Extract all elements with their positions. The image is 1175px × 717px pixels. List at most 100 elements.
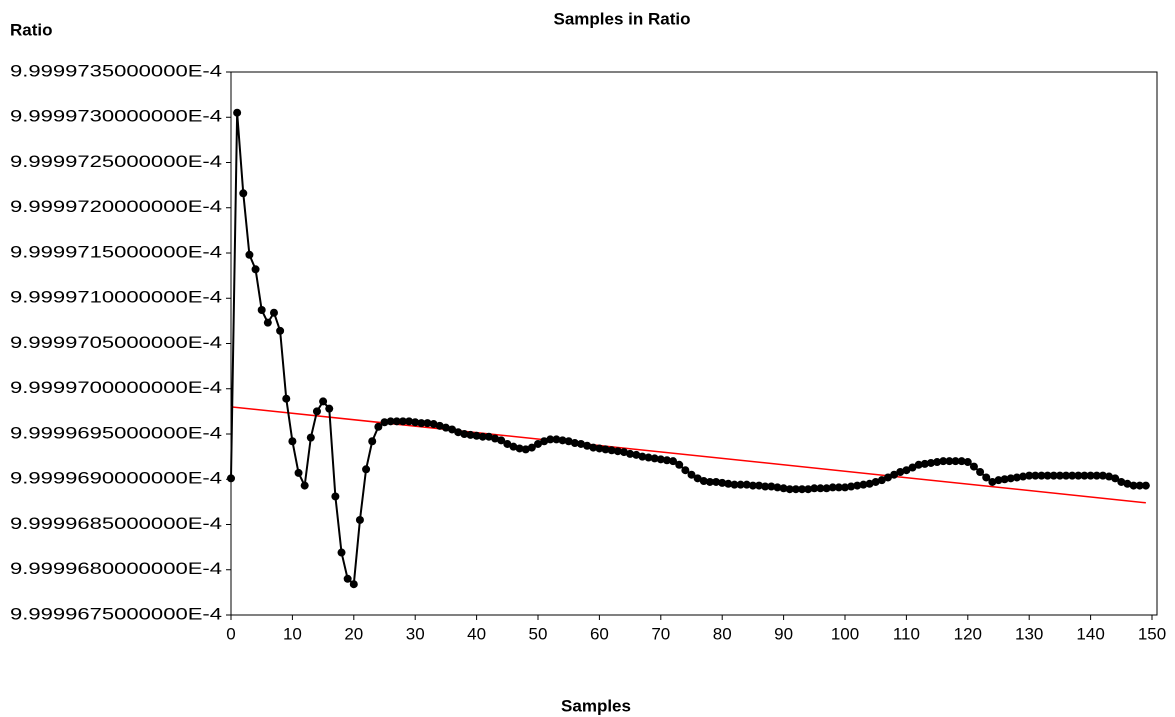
- data-point: [994, 476, 1003, 485]
- data-point: [435, 421, 444, 430]
- data-point: [896, 468, 905, 477]
- x-tick-label: 110: [893, 624, 920, 643]
- data-point: [669, 457, 678, 466]
- data-point: [540, 437, 549, 446]
- x-tick-label: 70: [651, 624, 670, 643]
- data-point: [908, 463, 917, 472]
- data-point: [282, 394, 291, 403]
- data-point: [1012, 473, 1021, 482]
- data-point: [227, 474, 235, 483]
- data-point: [601, 445, 610, 454]
- data-point: [325, 404, 334, 413]
- y-tick-label: 9.9999720000000E-4: [10, 197, 222, 216]
- data-point: [534, 439, 542, 448]
- data-point: [847, 482, 856, 491]
- data-point: [276, 326, 285, 335]
- data-point: [362, 465, 371, 474]
- data-point: [380, 418, 389, 427]
- data-point: [945, 457, 954, 466]
- data-point: [933, 458, 942, 467]
- data-point: [1141, 481, 1150, 490]
- data-point: [853, 481, 862, 490]
- data-point: [263, 318, 272, 327]
- x-axis-label: Samples: [561, 696, 631, 715]
- data-point: [1019, 472, 1028, 481]
- data-point: [982, 473, 991, 482]
- data-point: [558, 436, 567, 445]
- data-point: [288, 437, 297, 446]
- y-tick-label: 9.9999690000000E-4: [10, 469, 222, 488]
- data-point: [619, 448, 628, 457]
- data-point: [822, 484, 831, 493]
- data-point: [570, 439, 579, 448]
- data-point: [988, 477, 997, 486]
- data-point: [472, 431, 481, 440]
- data-point: [798, 485, 807, 494]
- x-tick-label: 100: [831, 624, 859, 643]
- data-line: [230, 112, 1146, 587]
- data-point: [1092, 471, 1101, 480]
- y-tick-label: 9.9999685000000E-4: [10, 514, 222, 533]
- data-point: [368, 437, 377, 446]
- data-point: [883, 473, 892, 482]
- data-point: [877, 476, 886, 485]
- x-tick-label: 130: [1015, 624, 1043, 643]
- data-point: [1117, 477, 1126, 486]
- y-tick-label: 9.9999695000000E-4: [10, 423, 222, 442]
- data-point: [613, 447, 622, 456]
- x-tick-label: 10: [283, 624, 302, 643]
- data-point: [730, 480, 739, 489]
- data-point: [423, 419, 432, 428]
- data-point: [773, 483, 782, 492]
- data-point: [1049, 471, 1058, 480]
- data-point: [405, 417, 414, 426]
- data-point: [920, 459, 929, 468]
- data-point: [589, 443, 598, 452]
- data-point: [1129, 481, 1138, 490]
- data-point: [1000, 475, 1009, 484]
- chart-title: Samples in Ratio: [554, 9, 691, 28]
- data-point: [644, 453, 653, 462]
- data-point: [1006, 474, 1015, 483]
- data-point: [632, 450, 641, 459]
- data-point: [693, 474, 702, 483]
- y-tick-label: 9.9999680000000E-4: [10, 559, 222, 578]
- data-point: [687, 470, 696, 479]
- data-point: [736, 480, 745, 489]
- data-point: [1086, 471, 1095, 480]
- data-point: [478, 432, 487, 441]
- data-point: [576, 439, 585, 448]
- data-point: [546, 435, 555, 444]
- data-point: [245, 250, 254, 259]
- data-point: [828, 483, 837, 492]
- x-tick-label: 20: [344, 624, 363, 643]
- data-point: [306, 433, 315, 442]
- data-point: [865, 479, 874, 488]
- data-point: [626, 449, 635, 458]
- data-point: [257, 306, 266, 315]
- data-point: [552, 435, 561, 444]
- data-point: [564, 437, 573, 446]
- data-point: [491, 434, 500, 443]
- data-point: [269, 308, 278, 317]
- data-point: [460, 430, 469, 438]
- data-point: [1043, 471, 1052, 480]
- data-point: [1098, 471, 1107, 480]
- data-point: [871, 477, 880, 486]
- data-point: [319, 397, 328, 406]
- data-point: [515, 444, 524, 453]
- data-point: [1074, 471, 1083, 480]
- data-point: [1080, 471, 1089, 480]
- data-point: [785, 485, 794, 494]
- y-tick-label: 9.9999700000000E-4: [10, 378, 222, 397]
- x-tick-label: 120: [954, 624, 982, 643]
- data-point: [1037, 471, 1046, 480]
- y-tick-label: 9.9999735000000E-4: [10, 61, 222, 80]
- x-tick-label: 140: [1076, 624, 1104, 643]
- y-tick-label: 9.9999725000000E-4: [10, 152, 222, 171]
- y-tick-label: 9.9999715000000E-4: [10, 242, 222, 261]
- data-point: [761, 482, 770, 491]
- y-tick-label: 9.9999710000000E-4: [10, 288, 222, 307]
- data-point: [859, 480, 868, 489]
- data-point: [1055, 471, 1064, 480]
